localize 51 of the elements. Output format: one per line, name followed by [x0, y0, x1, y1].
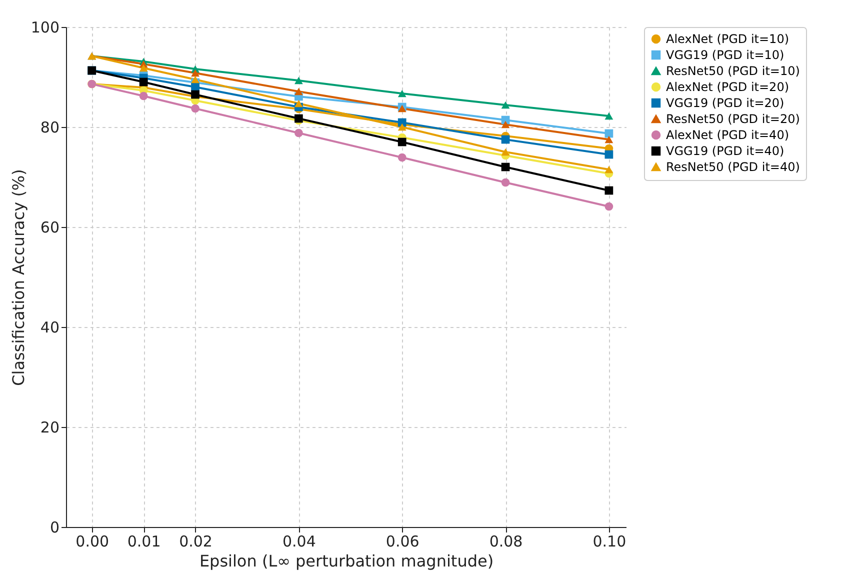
point [501, 135, 510, 144]
point [191, 104, 200, 113]
point [501, 162, 510, 172]
legend-label: AlexNet (PGD it=10) [666, 32, 790, 46]
point [604, 186, 614, 195]
point [398, 123, 406, 131]
legend-label: VGG19 (PGD it=20) [666, 96, 784, 110]
x-tick-label: 0.08 [489, 532, 523, 550]
point [191, 69, 200, 77]
point [191, 82, 200, 92]
point [604, 150, 614, 159]
point [398, 153, 406, 162]
legend-label: VGG19 (PGD it=40) [666, 144, 784, 158]
point [139, 64, 148, 72]
y-tick-label: 60 [40, 218, 60, 236]
point [501, 178, 510, 187]
x-tick-label: 0.00 [76, 532, 110, 550]
legend-label: VGG19 (PGD it=10) [666, 48, 784, 62]
y-tick-label: 40 [40, 318, 60, 336]
point [294, 128, 303, 138]
point [139, 92, 148, 100]
point [501, 120, 510, 128]
point [501, 101, 510, 109]
y-tick-label: 100 [30, 18, 60, 36]
point [604, 136, 614, 144]
legend-label: AlexNet (PGD it=20) [666, 80, 790, 94]
point [398, 90, 406, 98]
point [294, 100, 303, 108]
x-axis-title: Epsilon (L∞ perturbation magnitude) [199, 552, 494, 570]
x-tick-label: 0.10 [592, 532, 626, 550]
point [294, 76, 303, 84]
legend-label: ResNet50 (PGD it=40) [666, 160, 800, 174]
point [294, 88, 303, 96]
point [398, 138, 406, 146]
point [191, 76, 200, 84]
point [604, 112, 614, 120]
x-tick-label: 0.01 [127, 532, 161, 550]
point [604, 202, 614, 211]
x-tick-label: 0.02 [179, 532, 212, 550]
y-tick-label: 0 [50, 518, 60, 536]
y-axis-title: Classification Accuracy (%) [8, 169, 28, 386]
legend-label: ResNet50 (PGD it=10) [666, 64, 800, 78]
x-tick-label: 0.04 [282, 532, 316, 550]
point [604, 166, 614, 174]
point [501, 148, 510, 156]
y-tick-label: 80 [40, 118, 60, 136]
point [139, 78, 148, 86]
legend-label: ResNet50 (PGD it=20) [666, 112, 800, 126]
y-tick-label: 20 [40, 418, 60, 436]
legend-label: AlexNet (PGD it=40) [666, 128, 790, 142]
x-tick-label: 0.06 [386, 532, 420, 550]
